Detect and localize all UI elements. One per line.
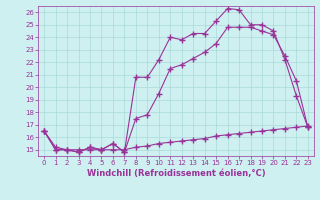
X-axis label: Windchill (Refroidissement éolien,°C): Windchill (Refroidissement éolien,°C) (87, 169, 265, 178)
